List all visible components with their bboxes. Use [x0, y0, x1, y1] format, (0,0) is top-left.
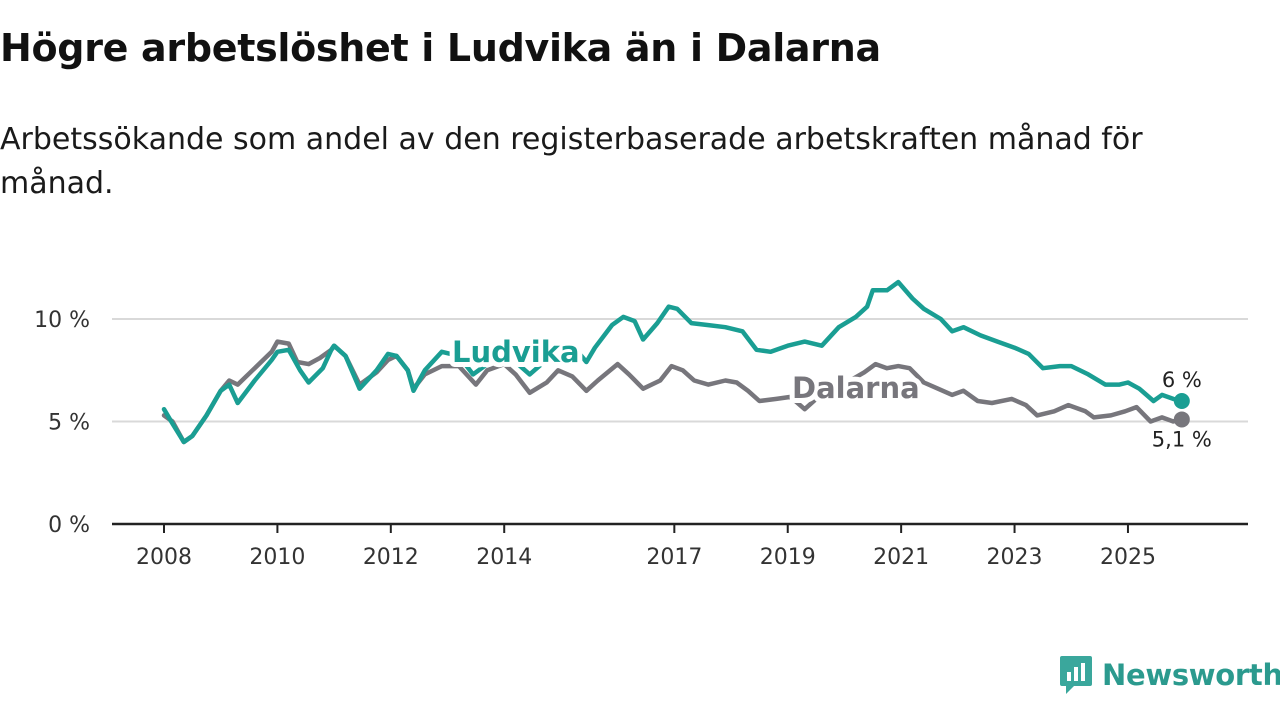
x-tick-label: 2010 — [249, 545, 305, 570]
newsworthy-brand: Newsworthy — [1058, 654, 1280, 696]
x-tick-label: 2019 — [760, 545, 816, 570]
gridlines — [112, 318, 1248, 423]
series-line-dalarna — [161, 339, 1185, 445]
y-axis-ticks: 0 % 5 % 10 % — [34, 308, 90, 538]
y-tick-label: 0 % — [48, 513, 90, 538]
x-tick-label: 2021 — [873, 545, 929, 570]
series-lines — [161, 279, 1190, 445]
x-tick-label: 2017 — [646, 545, 702, 570]
x-axis: 2008 2010 2012 2014 2017 2019 2021 2023 2025 — [112, 522, 1248, 570]
series-line-ludvika — [161, 279, 1185, 445]
y-tick-label: 5 % — [48, 411, 90, 436]
x-tick-label: 2008 — [136, 545, 192, 570]
brand-name: Newsworthy — [1102, 658, 1280, 692]
end-point-ludvika — [1173, 393, 1190, 409]
series-label-ludvika: Ludvika — [452, 335, 580, 369]
x-tick-label: 2025 — [1100, 545, 1156, 570]
series-label-halo: Dalarna — [792, 371, 920, 405]
end-label-ludvika: 6 % — [1162, 368, 1202, 392]
y-tick-label: 10 % — [34, 308, 90, 333]
end-label-dalarna: 5,1 % — [1152, 427, 1212, 451]
series-label-halo: Ludvika — [452, 335, 580, 369]
end-point-dalarna — [1173, 411, 1190, 428]
x-tick-label: 2014 — [476, 545, 532, 570]
chart-title: Högre arbetslöshet i Ludvika än i Dalarn… — [0, 26, 881, 70]
series-label-dalarna: Dalarna — [792, 371, 920, 405]
newsworthy-logo-icon — [1060, 656, 1092, 694]
x-tick-label: 2012 — [363, 545, 419, 570]
chart-subtitle: Arbetssökande som andel av den registerb… — [0, 122, 1143, 201]
x-tick-label: 2023 — [987, 545, 1043, 570]
